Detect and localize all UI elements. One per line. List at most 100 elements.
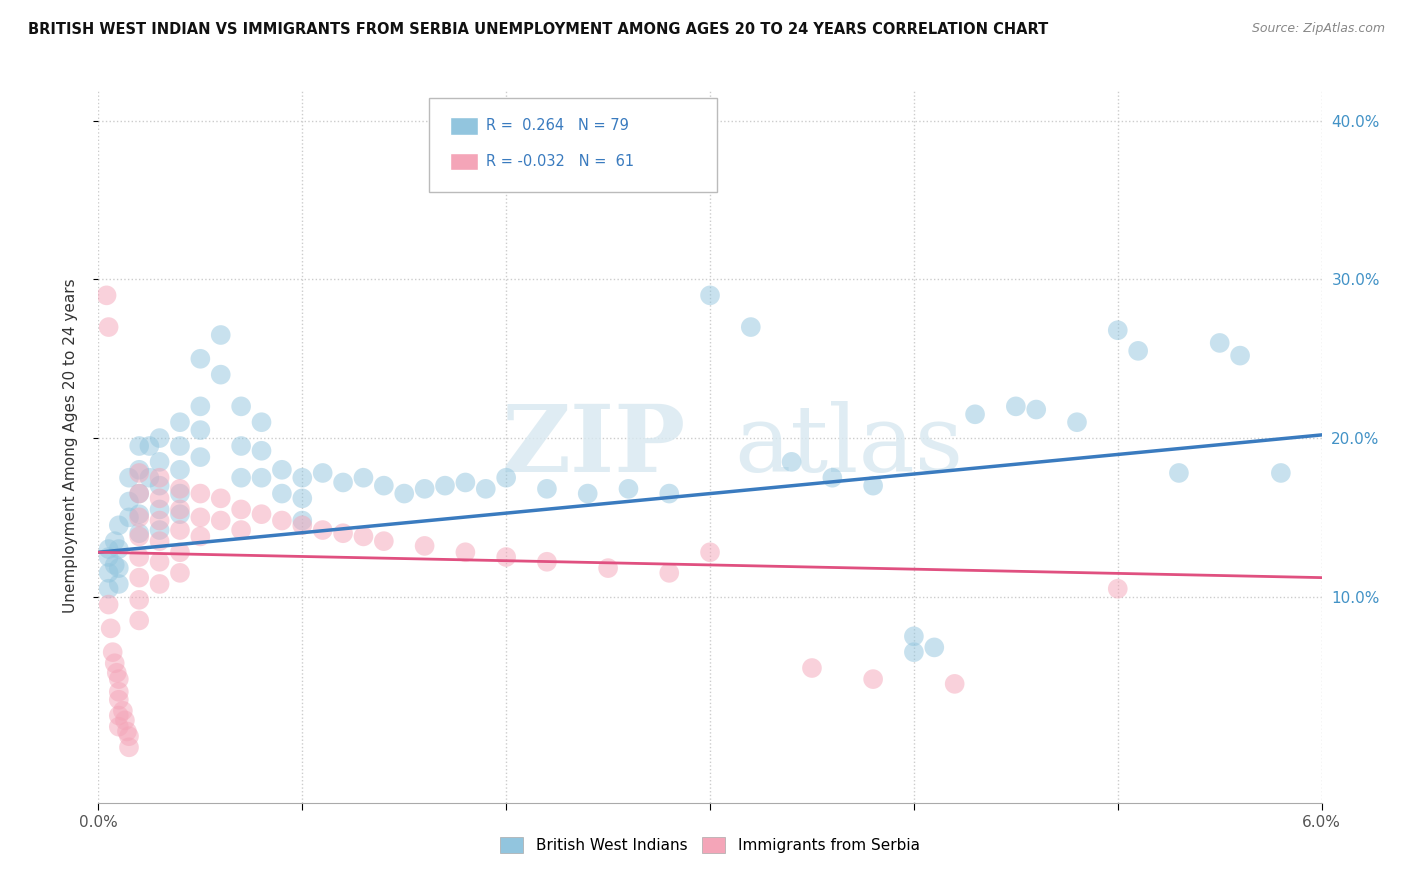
Point xyxy=(373,534,395,549)
Point xyxy=(169,463,191,477)
Point xyxy=(108,561,131,575)
Point xyxy=(658,566,681,580)
Point xyxy=(474,482,498,496)
Point xyxy=(188,529,212,543)
Point xyxy=(128,439,150,453)
Legend: British West Indians, Immigrants from Serbia: British West Indians, Immigrants from Se… xyxy=(495,831,925,859)
Point xyxy=(169,523,191,537)
Point xyxy=(373,478,395,492)
Point xyxy=(231,471,253,485)
Point xyxy=(231,523,253,537)
Point xyxy=(108,577,131,591)
Point xyxy=(1107,582,1129,596)
Point xyxy=(169,486,191,500)
Point xyxy=(780,455,803,469)
Point xyxy=(108,720,131,734)
Text: R = -0.032   N =  61: R = -0.032 N = 61 xyxy=(486,154,634,169)
Point xyxy=(352,471,374,485)
Point xyxy=(291,471,314,485)
Point xyxy=(433,478,456,492)
Point xyxy=(209,514,232,528)
Point xyxy=(270,486,292,500)
Point xyxy=(128,463,150,477)
Point xyxy=(922,640,945,655)
Point xyxy=(598,561,620,575)
Point xyxy=(169,439,191,453)
Point xyxy=(118,740,141,755)
Point xyxy=(495,471,517,485)
Point xyxy=(862,478,884,492)
Point xyxy=(536,555,558,569)
Point xyxy=(963,407,986,421)
Point xyxy=(138,439,160,453)
Point xyxy=(903,629,925,643)
Point xyxy=(332,475,354,490)
Point xyxy=(128,549,150,564)
Point xyxy=(108,542,131,557)
Point xyxy=(209,368,232,382)
Point xyxy=(821,471,844,485)
Point xyxy=(188,450,212,464)
Point xyxy=(128,486,150,500)
Point xyxy=(108,692,131,706)
Point xyxy=(1208,335,1232,350)
Point xyxy=(115,724,138,739)
Text: ZIP: ZIP xyxy=(502,401,686,491)
Point xyxy=(149,478,172,492)
Point xyxy=(128,507,150,521)
Point xyxy=(209,328,232,343)
Point xyxy=(231,439,253,453)
Point xyxy=(536,482,558,496)
Point xyxy=(118,494,141,508)
Point xyxy=(1270,466,1292,480)
Point xyxy=(169,502,191,516)
Point xyxy=(128,529,150,543)
Point xyxy=(149,502,172,516)
Point xyxy=(291,518,314,533)
Point xyxy=(149,577,172,591)
Point xyxy=(149,455,172,469)
Point xyxy=(617,482,640,496)
Point xyxy=(1128,343,1150,358)
Point xyxy=(250,507,273,521)
Point xyxy=(104,534,127,549)
Point xyxy=(97,566,120,580)
Point xyxy=(128,526,150,541)
Point xyxy=(576,486,599,500)
Point xyxy=(118,510,141,524)
Point xyxy=(128,486,150,500)
Point xyxy=(454,475,477,490)
Point xyxy=(149,514,172,528)
Point xyxy=(413,539,436,553)
Text: atlas: atlas xyxy=(734,401,963,491)
Point xyxy=(188,400,212,414)
Point xyxy=(311,466,335,480)
Point xyxy=(96,288,118,302)
Point xyxy=(128,510,150,524)
Point xyxy=(149,555,172,569)
Point xyxy=(118,471,141,485)
Point xyxy=(392,486,416,500)
Point xyxy=(188,351,212,366)
Point xyxy=(291,491,314,506)
Text: BRITISH WEST INDIAN VS IMMIGRANTS FROM SERBIA UNEMPLOYMENT AMONG AGES 20 TO 24 Y: BRITISH WEST INDIAN VS IMMIGRANTS FROM S… xyxy=(28,22,1049,37)
Point xyxy=(97,542,120,557)
Point xyxy=(699,545,721,559)
Point xyxy=(111,704,134,718)
Point xyxy=(270,463,292,477)
Point xyxy=(1167,466,1189,480)
Point xyxy=(454,545,477,559)
Point xyxy=(128,571,150,585)
Point xyxy=(903,645,925,659)
Point xyxy=(250,415,273,429)
Point xyxy=(138,471,160,485)
Point xyxy=(413,482,436,496)
Point xyxy=(231,502,253,516)
Point xyxy=(332,526,354,541)
Point xyxy=(104,657,127,671)
Point xyxy=(149,534,172,549)
Point xyxy=(188,423,212,437)
Point xyxy=(101,645,124,659)
Point xyxy=(128,614,150,628)
Point xyxy=(114,714,136,728)
